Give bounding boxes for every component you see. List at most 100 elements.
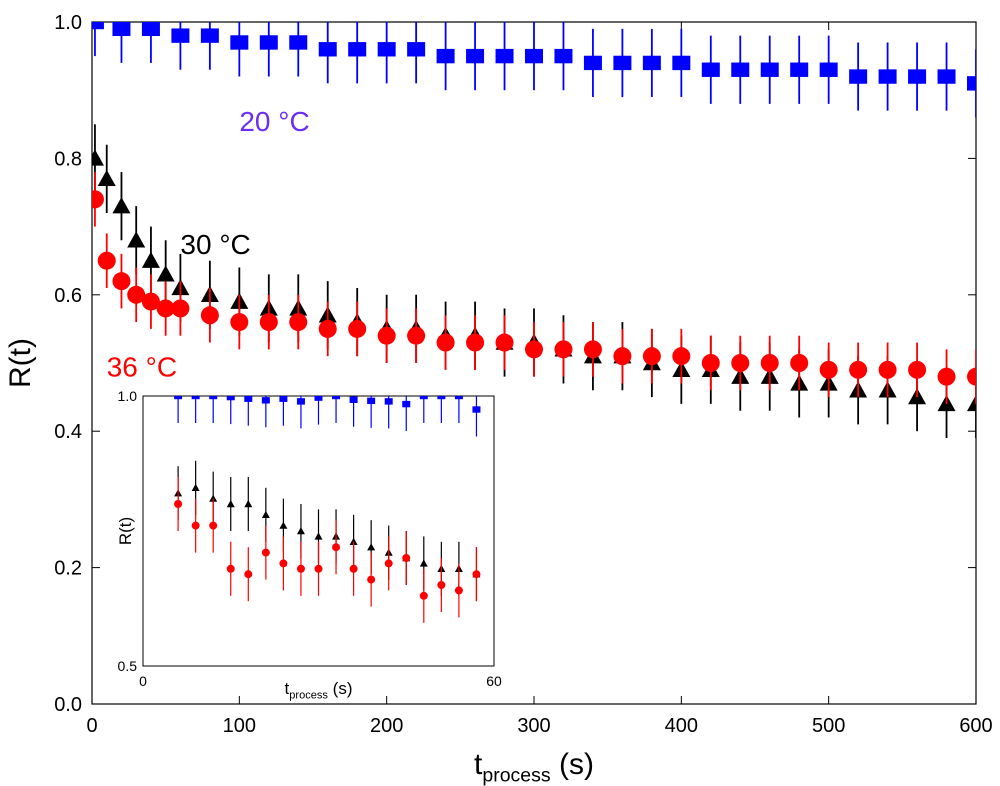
main-xtick-label: 100 <box>223 715 256 737</box>
main-xtick-label: 400 <box>665 715 698 737</box>
main-point-circle <box>760 354 779 372</box>
main-point-square <box>937 69 956 84</box>
main-series-square <box>92 22 976 118</box>
main-point-circle <box>318 319 337 338</box>
main-point-square <box>525 48 543 64</box>
main-point-square <box>760 62 779 77</box>
main-point-square <box>613 55 632 71</box>
main-point-circle <box>525 340 543 359</box>
main-point-circle <box>672 347 691 366</box>
inset-point-triangle <box>209 494 218 502</box>
main-point-circle <box>436 333 455 352</box>
main-point-square <box>407 42 426 57</box>
inset-point-square <box>279 396 288 402</box>
main-point-square <box>878 69 897 84</box>
main-plot: 0 100 200 300 400 500 6000.00.20.40.60.81.0tpr… <box>4 12 993 786</box>
main-point-circle <box>92 190 104 209</box>
inset-series-square <box>174 396 481 437</box>
main-point-square <box>200 28 219 43</box>
main-point-triangle <box>97 169 116 187</box>
main-point-square <box>348 42 367 57</box>
main-point-square <box>318 42 337 57</box>
inset-point-circle <box>472 570 481 579</box>
main-point-square <box>849 69 868 84</box>
main-point-circle <box>613 347 632 366</box>
main-point-square <box>230 35 249 50</box>
inset-point-circle <box>349 564 358 573</box>
main-point-square <box>908 69 927 84</box>
main-point-square <box>436 48 455 64</box>
main-point-square <box>171 28 190 43</box>
main-ytick-label: 0.0 <box>54 694 82 716</box>
inset-point-circle <box>191 521 200 530</box>
main-annotation: 20 °C <box>239 106 309 137</box>
main-xtick-label: 600 <box>959 715 992 737</box>
main-point-circle <box>289 313 308 332</box>
inset-point-triangle <box>244 500 253 508</box>
inset-point-circle <box>244 570 253 579</box>
main-ytick-label: 1.0 <box>54 12 82 34</box>
inset-point-circle <box>419 591 428 600</box>
main-point-circle <box>554 340 573 359</box>
main-y-axis-label: R(t) <box>4 338 37 388</box>
main-point-circle <box>171 299 190 318</box>
main-point-circle <box>790 354 809 372</box>
main-point-circle <box>200 306 219 325</box>
inset-point-square <box>437 396 446 400</box>
main-data-layer <box>92 22 976 439</box>
inset-point-circle <box>437 581 446 589</box>
inset-point-circle <box>454 586 463 595</box>
main-point-circle <box>878 360 897 379</box>
inset-point-triangle <box>226 500 235 508</box>
main-point-square <box>672 55 691 71</box>
main-point-square <box>967 76 976 91</box>
main-point-square <box>583 55 602 71</box>
inset-point-triangle <box>296 527 305 535</box>
inset-point-square <box>261 397 270 404</box>
inset-y-axis-label: R(t) <box>116 517 135 545</box>
main-point-circle <box>377 326 396 345</box>
inset-point-triangle <box>191 483 200 491</box>
inset-series-circle <box>174 477 481 623</box>
inset-point-square <box>209 396 218 400</box>
inset-point-square <box>314 396 323 401</box>
inset-plot: 0 60 0.5 1.0 tprocess (s) R(t) <box>116 388 502 701</box>
main-point-circle <box>230 313 249 332</box>
inset-point-square <box>296 398 305 405</box>
main-point-circle <box>112 272 131 291</box>
main-xtick-label: 500 <box>812 715 845 737</box>
inset-point-triangle <box>419 559 428 567</box>
inset-point-circle <box>332 543 341 552</box>
main-point-circle <box>127 285 146 304</box>
main-point-square <box>731 62 750 77</box>
inset-ytick-label: 1.0 <box>118 388 138 404</box>
inset-ytick-label: 0.5 <box>118 658 138 674</box>
inset-point-square <box>384 398 393 405</box>
inset-point-triangle <box>261 510 270 518</box>
main-point-square <box>701 62 720 77</box>
inset-data-layer <box>174 396 481 623</box>
inset-point-circle <box>226 564 235 573</box>
main-xtick-label: 200 <box>370 715 403 737</box>
main-xtick-label: 300 <box>517 715 550 737</box>
inset-point-circle <box>279 559 288 568</box>
main-point-square <box>642 55 661 71</box>
main-point-circle <box>583 340 602 359</box>
main-point-triangle <box>127 231 146 248</box>
main-point-square <box>377 42 396 57</box>
main-point-circle <box>466 333 485 352</box>
main-point-circle <box>348 319 367 338</box>
main-point-square <box>790 62 809 77</box>
main-point-circle <box>97 251 116 270</box>
main-point-triangle <box>92 149 104 166</box>
main-point-circle <box>967 367 976 386</box>
main-annotation: 30 °C <box>180 229 250 260</box>
main-ytick-label: 0.8 <box>54 148 82 170</box>
inset-point-square <box>454 396 463 400</box>
main-point-circle <box>141 292 160 311</box>
main-point-square <box>819 62 838 77</box>
inset-point-square <box>226 396 235 401</box>
inset-point-square <box>174 396 183 400</box>
main-ytick-label: 0.4 <box>54 421 82 443</box>
main-point-square <box>259 35 278 50</box>
